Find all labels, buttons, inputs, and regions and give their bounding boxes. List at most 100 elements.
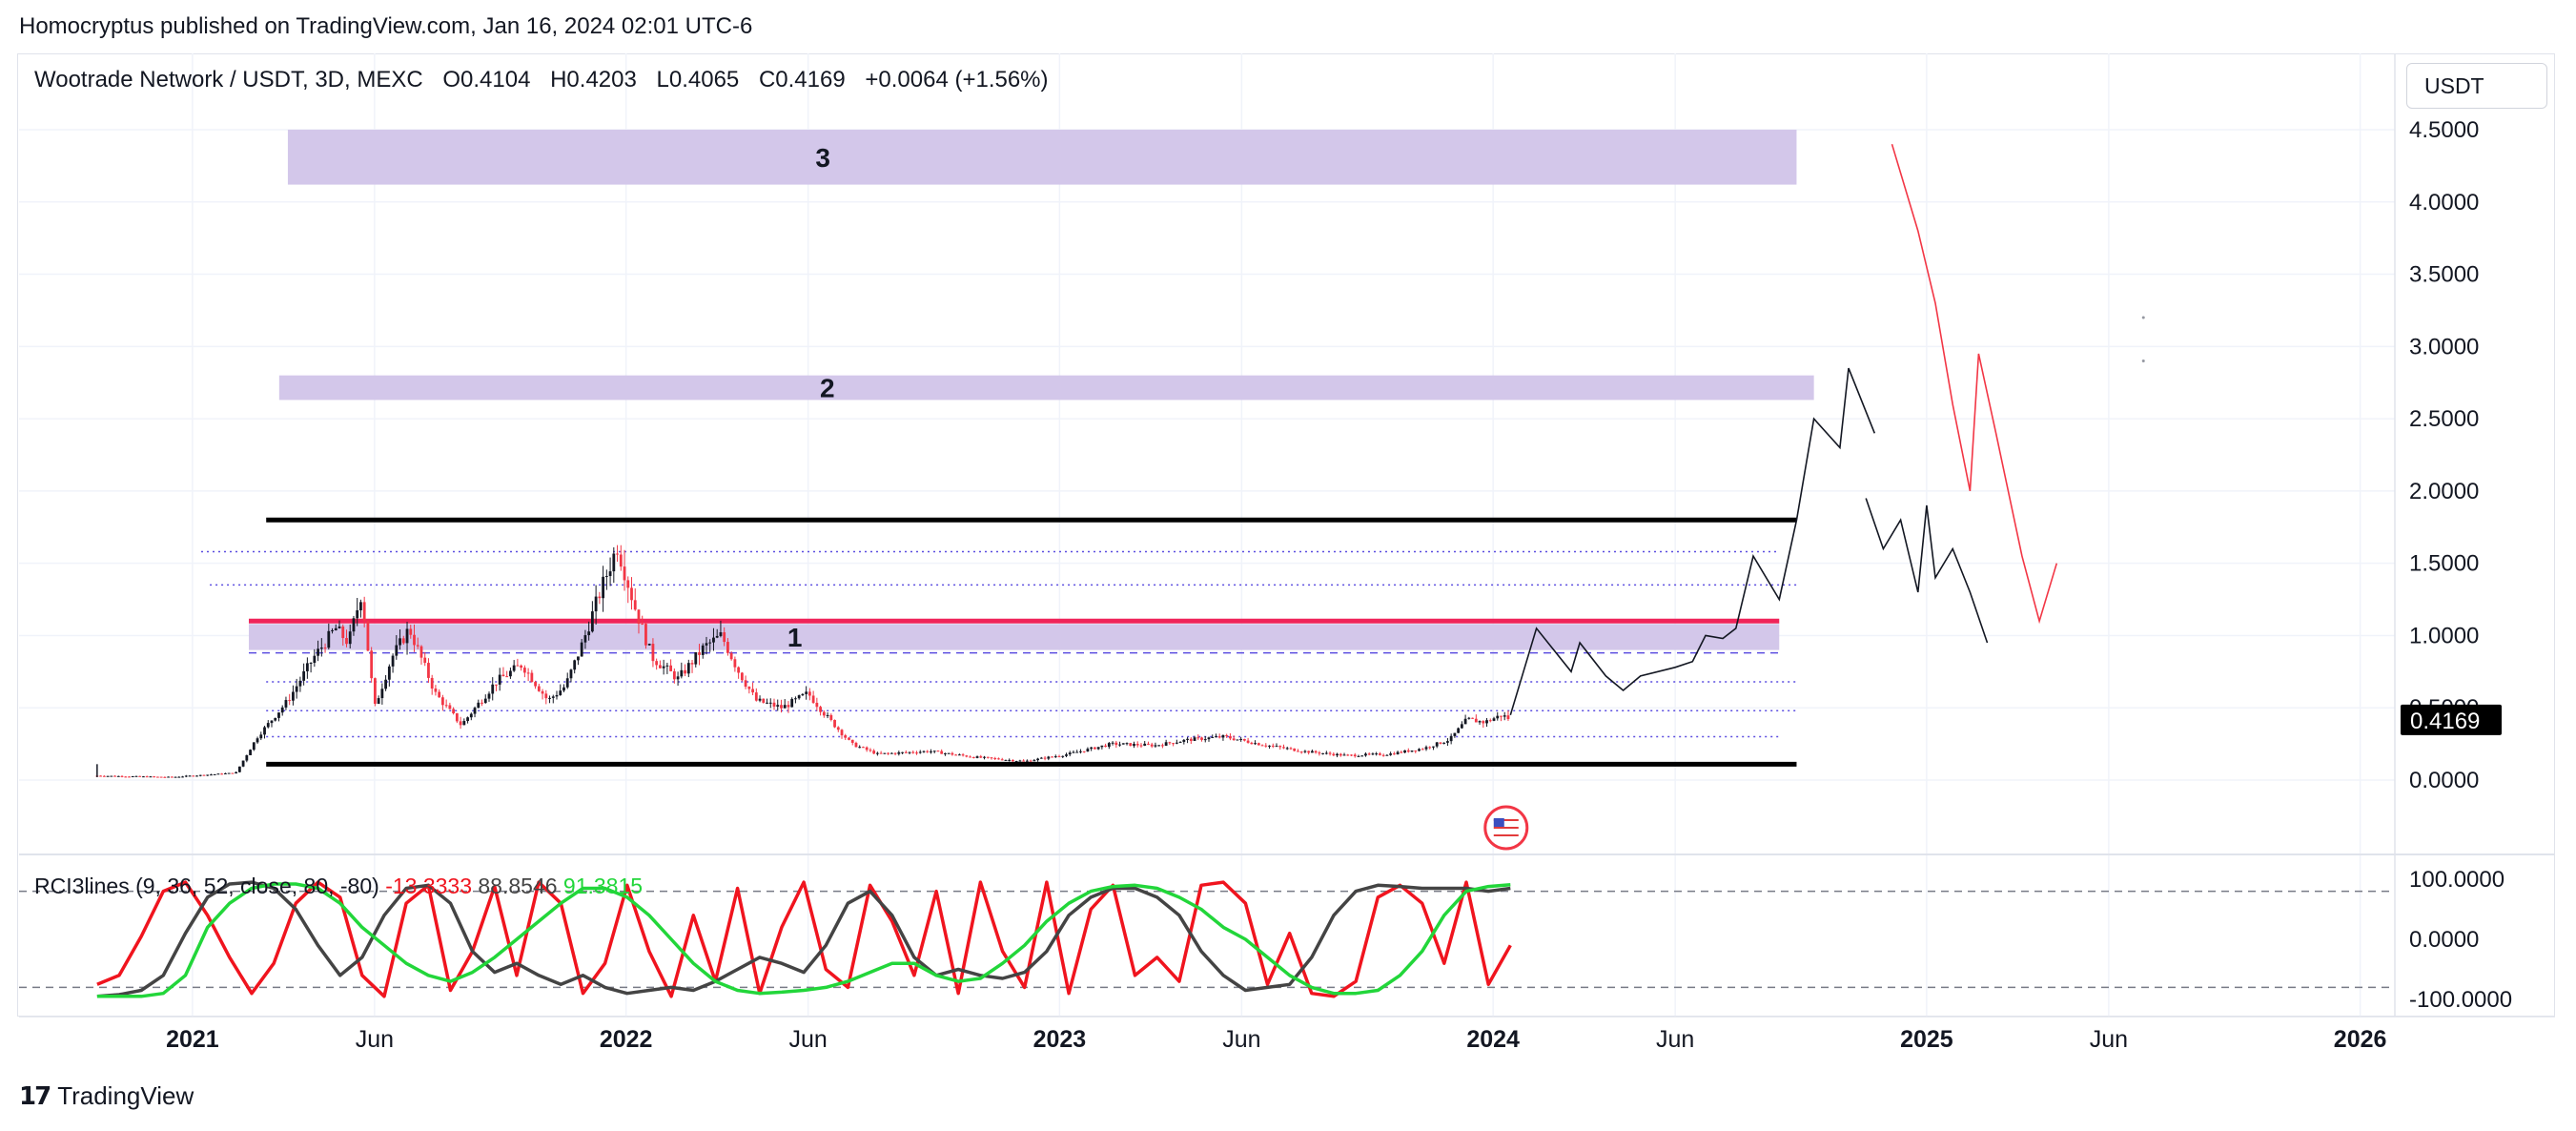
- candle-body: [1275, 746, 1278, 748]
- candle-body: [1453, 732, 1457, 736]
- candle-body: [583, 635, 587, 643]
- rci-series-rci-short[interactable]: [96, 880, 1512, 998]
- candle-body: [405, 628, 409, 644]
- candle-body: [840, 730, 844, 736]
- candle-body: [1111, 742, 1114, 744]
- legend-high: H0.4203: [550, 67, 637, 93]
- projection-path-red[interactable]: [1891, 143, 2058, 625]
- candle-body: [138, 775, 142, 777]
- candle-body: [516, 665, 520, 667]
- us-flag-icon-stripe: [1493, 823, 1519, 825]
- candle-body: [1260, 745, 1264, 747]
- candle-body: [662, 666, 665, 668]
- candle-body: [1392, 753, 1396, 755]
- candle-body: [1118, 744, 1121, 746]
- current-price-tag[interactable]: [2401, 704, 2502, 735]
- candle-body: [747, 687, 751, 689]
- candle-body: [651, 644, 655, 662]
- candle-body: [224, 773, 227, 775]
- candle-body: [444, 705, 448, 707]
- footer-brand[interactable]: 𝟭𝟳 TradingView: [19, 1081, 194, 1111]
- candle-body: [1492, 718, 1496, 721]
- candle-body: [1068, 752, 1072, 755]
- candle-body: [690, 663, 694, 665]
- candle-body: [1332, 753, 1336, 756]
- candle-body: [573, 660, 577, 670]
- candle-body: [452, 709, 456, 713]
- target-zone-2[interactable]: [278, 375, 1814, 401]
- candle-body: [245, 754, 249, 761]
- projection-path-black-2[interactable]: [1865, 498, 1989, 644]
- candle-body: [598, 596, 602, 599]
- candle-body: [1093, 747, 1096, 750]
- candle-body: [220, 773, 224, 775]
- candle-body: [1371, 753, 1375, 755]
- price-axis-label: 0.0000: [2409, 768, 2479, 793]
- candle-body: [377, 698, 380, 704]
- candle-body: [947, 752, 951, 754]
- candle-body: [469, 713, 473, 718]
- time-axis-label: 2026: [2334, 1026, 2387, 1053]
- candle-body: [1378, 753, 1381, 755]
- symbol-name[interactable]: Wootrade Network / USDT, 3D, MEXC: [34, 67, 423, 93]
- currency-button[interactable]: USDT: [2406, 63, 2547, 109]
- rci-series-rci-mid[interactable]: [96, 880, 1511, 998]
- candle-body: [477, 702, 480, 709]
- candle-body: [438, 691, 441, 698]
- candle-body: [1135, 743, 1139, 746]
- candle-body: [284, 700, 288, 708]
- zone-label-2: 2: [820, 374, 835, 403]
- candle-body: [1157, 745, 1161, 747]
- candle-body: [680, 669, 684, 677]
- candle-body: [331, 629, 334, 631]
- zone-label-3: 3: [815, 143, 830, 173]
- candle-body: [270, 720, 274, 724]
- candle-body: [794, 698, 797, 700]
- candle-body: [1004, 759, 1008, 761]
- candle-body: [1025, 760, 1029, 762]
- candle-body: [509, 670, 512, 677]
- candle-body: [1000, 759, 1004, 761]
- candle-body: [487, 693, 491, 699]
- candle-body: [1336, 753, 1339, 756]
- target-zone-3[interactable]: [287, 130, 1797, 185]
- rci-series-rci-long[interactable]: [96, 882, 1511, 998]
- candle-body: [811, 695, 815, 703]
- candle-body: [1121, 743, 1125, 745]
- candle-body: [854, 742, 858, 748]
- us-flag-icon-stripe: [1493, 827, 1519, 829]
- candle-body: [754, 692, 758, 701]
- candle-body: [990, 757, 993, 759]
- candle-body: [701, 645, 705, 655]
- candle-body: [1307, 751, 1311, 753]
- candle-body: [177, 776, 181, 778]
- candle-body: [1196, 737, 1200, 739]
- projection-path-black[interactable]: [1509, 367, 1876, 716]
- candle-body: [944, 752, 947, 754]
- rci-axis-label: 0.0000: [2409, 927, 2479, 953]
- candle-body: [776, 705, 780, 707]
- candle-body: [113, 775, 116, 777]
- candle-body: [1236, 739, 1239, 741]
- price-axis-label: 4.5000: [2409, 117, 2479, 143]
- target-zone-1[interactable]: [249, 624, 1780, 650]
- candle-body: [883, 752, 887, 754]
- time-axis-label: 2024: [1466, 1026, 1520, 1053]
- candle-body: [1107, 743, 1111, 748]
- marker-dot: [2141, 359, 2145, 362]
- candle-body: [526, 672, 530, 674]
- candle-body: [495, 684, 498, 686]
- candle-body: [1186, 738, 1189, 740]
- price-axis-label: 1.5000: [2409, 551, 2479, 577]
- candle-body: [986, 756, 990, 758]
- candle-body: [373, 678, 377, 704]
- candle-body: [359, 602, 362, 610]
- rci-indicator-name[interactable]: RCI3lines (9, 36, 52, close, 80, -80): [34, 874, 379, 898]
- candle-body: [815, 702, 819, 708]
- candle-body: [623, 566, 626, 581]
- candle-body: [163, 776, 167, 778]
- rci-axis-label: -100.0000: [2409, 987, 2512, 1013]
- candle-body: [1460, 724, 1463, 729]
- candle-body: [1278, 746, 1282, 748]
